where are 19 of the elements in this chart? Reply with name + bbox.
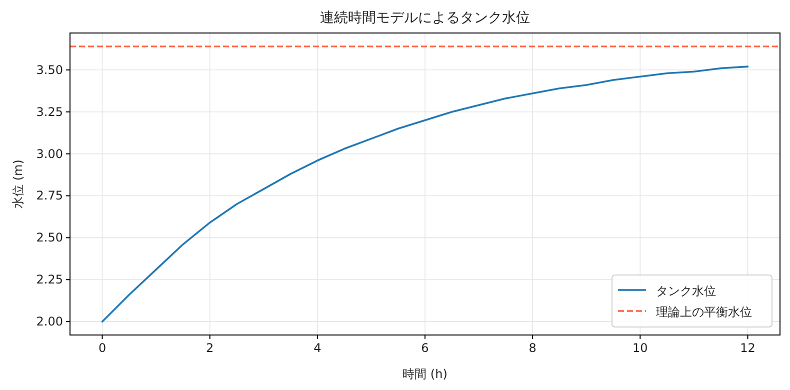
x-tick-label: 10 xyxy=(632,341,648,355)
x-tick-label: 8 xyxy=(528,341,536,355)
y-tick-label: 2.25 xyxy=(36,272,63,287)
legend-label: タンク水位 xyxy=(656,284,716,298)
y-tick-label: 2.75 xyxy=(36,188,63,203)
x-tick-label: 12 xyxy=(740,341,756,355)
x-tick-label: 2 xyxy=(206,341,214,355)
chart-title: 連続時間モデルによるタンク水位 xyxy=(320,10,530,26)
y-tick-label: 2.50 xyxy=(36,230,63,245)
y-tick-label: 2.00 xyxy=(36,314,63,329)
y-tick-label: 3.25 xyxy=(36,104,63,119)
x-axis-title: 時間 (h) xyxy=(402,367,448,381)
legend-label: 理論上の平衡水位 xyxy=(656,305,752,319)
y-axis-title: 水位 (m) xyxy=(11,160,25,208)
x-tick-label: 6 xyxy=(421,341,429,355)
x-tick-label: 0 xyxy=(98,341,106,355)
y-tick-label: 3.50 xyxy=(36,62,63,77)
x-tick-label: 4 xyxy=(314,341,322,355)
y-tick-label: 3.00 xyxy=(36,146,63,161)
